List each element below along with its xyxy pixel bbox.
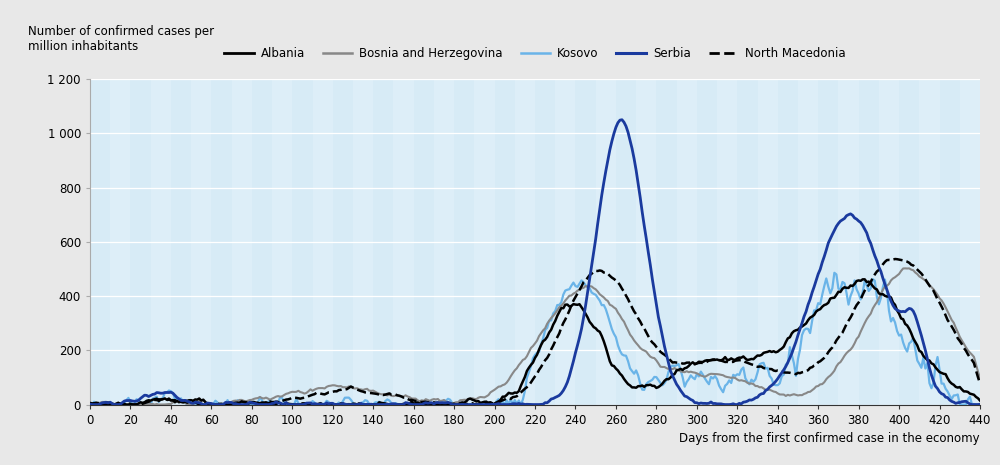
Serbia [725, 402, 737, 407]
Bosnia and Herzegovina [974, 376, 986, 381]
Albania [921, 357, 933, 363]
Kosovo [919, 366, 931, 372]
North Macedonia [84, 400, 96, 405]
North Macedonia [503, 396, 515, 401]
Bosnia and Herzegovina [84, 402, 96, 407]
Bosnia and Herzegovina [270, 394, 282, 399]
Bar [414, 79, 434, 405]
Line: North Macedonia: North Macedonia [90, 259, 980, 405]
Albania [974, 398, 986, 403]
Serbia [84, 401, 96, 407]
Serbia [503, 402, 515, 407]
Bar [535, 79, 555, 405]
Kosovo [974, 402, 986, 407]
Bar [656, 79, 677, 405]
Bar [575, 79, 596, 405]
Albania [84, 400, 96, 406]
Legend: Albania, Bosnia and Herzegovina, Kosovo, Serbia, North Macedonia: Albania, Bosnia and Herzegovina, Kosovo,… [224, 47, 846, 60]
Albania [806, 314, 818, 319]
Serbia [616, 117, 628, 123]
Bosnia and Herzegovina [919, 278, 931, 283]
North Macedonia [126, 402, 138, 407]
Bar [697, 79, 717, 405]
Kosovo [84, 402, 96, 407]
Kosovo [828, 270, 840, 276]
Bar [778, 79, 798, 405]
Line: Albania: Albania [90, 279, 980, 405]
Bar [899, 79, 919, 405]
Serbia [86, 402, 98, 407]
X-axis label: Days from the first confirmed case in the economy: Days from the first confirmed case in th… [679, 432, 980, 445]
Albania [272, 399, 284, 405]
North Macedonia [889, 256, 901, 262]
Bar [90, 79, 110, 405]
Bar [737, 79, 758, 405]
Bar [171, 79, 191, 405]
Bar [495, 79, 515, 405]
Bar [454, 79, 474, 405]
Kosovo [804, 330, 816, 336]
Bar [252, 79, 272, 405]
Kosovo [270, 402, 282, 407]
Bar [130, 79, 151, 405]
Bosnia and Herzegovina [721, 374, 733, 380]
Albania [723, 357, 735, 363]
Kosovo [875, 295, 887, 301]
Serbia [877, 275, 889, 281]
Bar [211, 79, 232, 405]
Bosnia and Herzegovina [899, 266, 911, 271]
Albania [859, 277, 871, 282]
Bosnia and Herzegovina [501, 380, 513, 385]
Serbia [272, 400, 284, 406]
Bar [818, 79, 838, 405]
Line: Bosnia and Herzegovina: Bosnia and Herzegovina [90, 268, 980, 405]
Text: Number of confirmed cases per
million inhabitants: Number of confirmed cases per million in… [28, 25, 214, 53]
North Macedonia [974, 381, 986, 386]
Bar [373, 79, 393, 405]
Bar [940, 79, 960, 405]
North Macedonia [875, 265, 887, 270]
Bar [616, 79, 636, 405]
Kosovo [721, 381, 733, 387]
Serbia [808, 284, 820, 290]
North Macedonia [806, 365, 818, 370]
Bar [292, 79, 312, 405]
Bar [333, 79, 353, 405]
Albania [877, 292, 889, 297]
Bar [859, 79, 879, 405]
North Macedonia [723, 360, 735, 365]
Albania [92, 402, 104, 407]
Albania [503, 390, 515, 396]
Kosovo [501, 398, 513, 403]
Line: Serbia: Serbia [90, 120, 980, 405]
North Macedonia [272, 399, 284, 405]
Bosnia and Herzegovina [873, 296, 885, 301]
Bosnia and Herzegovina [804, 389, 816, 395]
Serbia [974, 402, 986, 407]
Line: Kosovo: Kosovo [90, 273, 980, 405]
Serbia [921, 356, 933, 362]
North Macedonia [921, 280, 933, 286]
